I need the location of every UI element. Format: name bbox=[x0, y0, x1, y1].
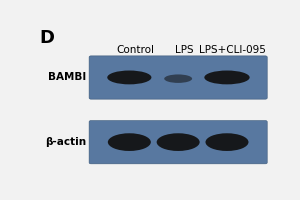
Ellipse shape bbox=[107, 71, 152, 84]
Text: LPS: LPS bbox=[175, 45, 193, 55]
Ellipse shape bbox=[206, 133, 248, 151]
Text: Control: Control bbox=[116, 45, 154, 55]
FancyBboxPatch shape bbox=[89, 121, 267, 164]
Text: β-actin: β-actin bbox=[45, 137, 86, 147]
Ellipse shape bbox=[164, 74, 192, 83]
Text: BAMBI: BAMBI bbox=[48, 72, 86, 82]
Text: LPS+CLI-095: LPS+CLI-095 bbox=[200, 45, 266, 55]
Ellipse shape bbox=[157, 133, 200, 151]
Ellipse shape bbox=[204, 71, 250, 84]
FancyBboxPatch shape bbox=[89, 56, 267, 99]
Text: D: D bbox=[40, 29, 55, 47]
Ellipse shape bbox=[108, 133, 151, 151]
